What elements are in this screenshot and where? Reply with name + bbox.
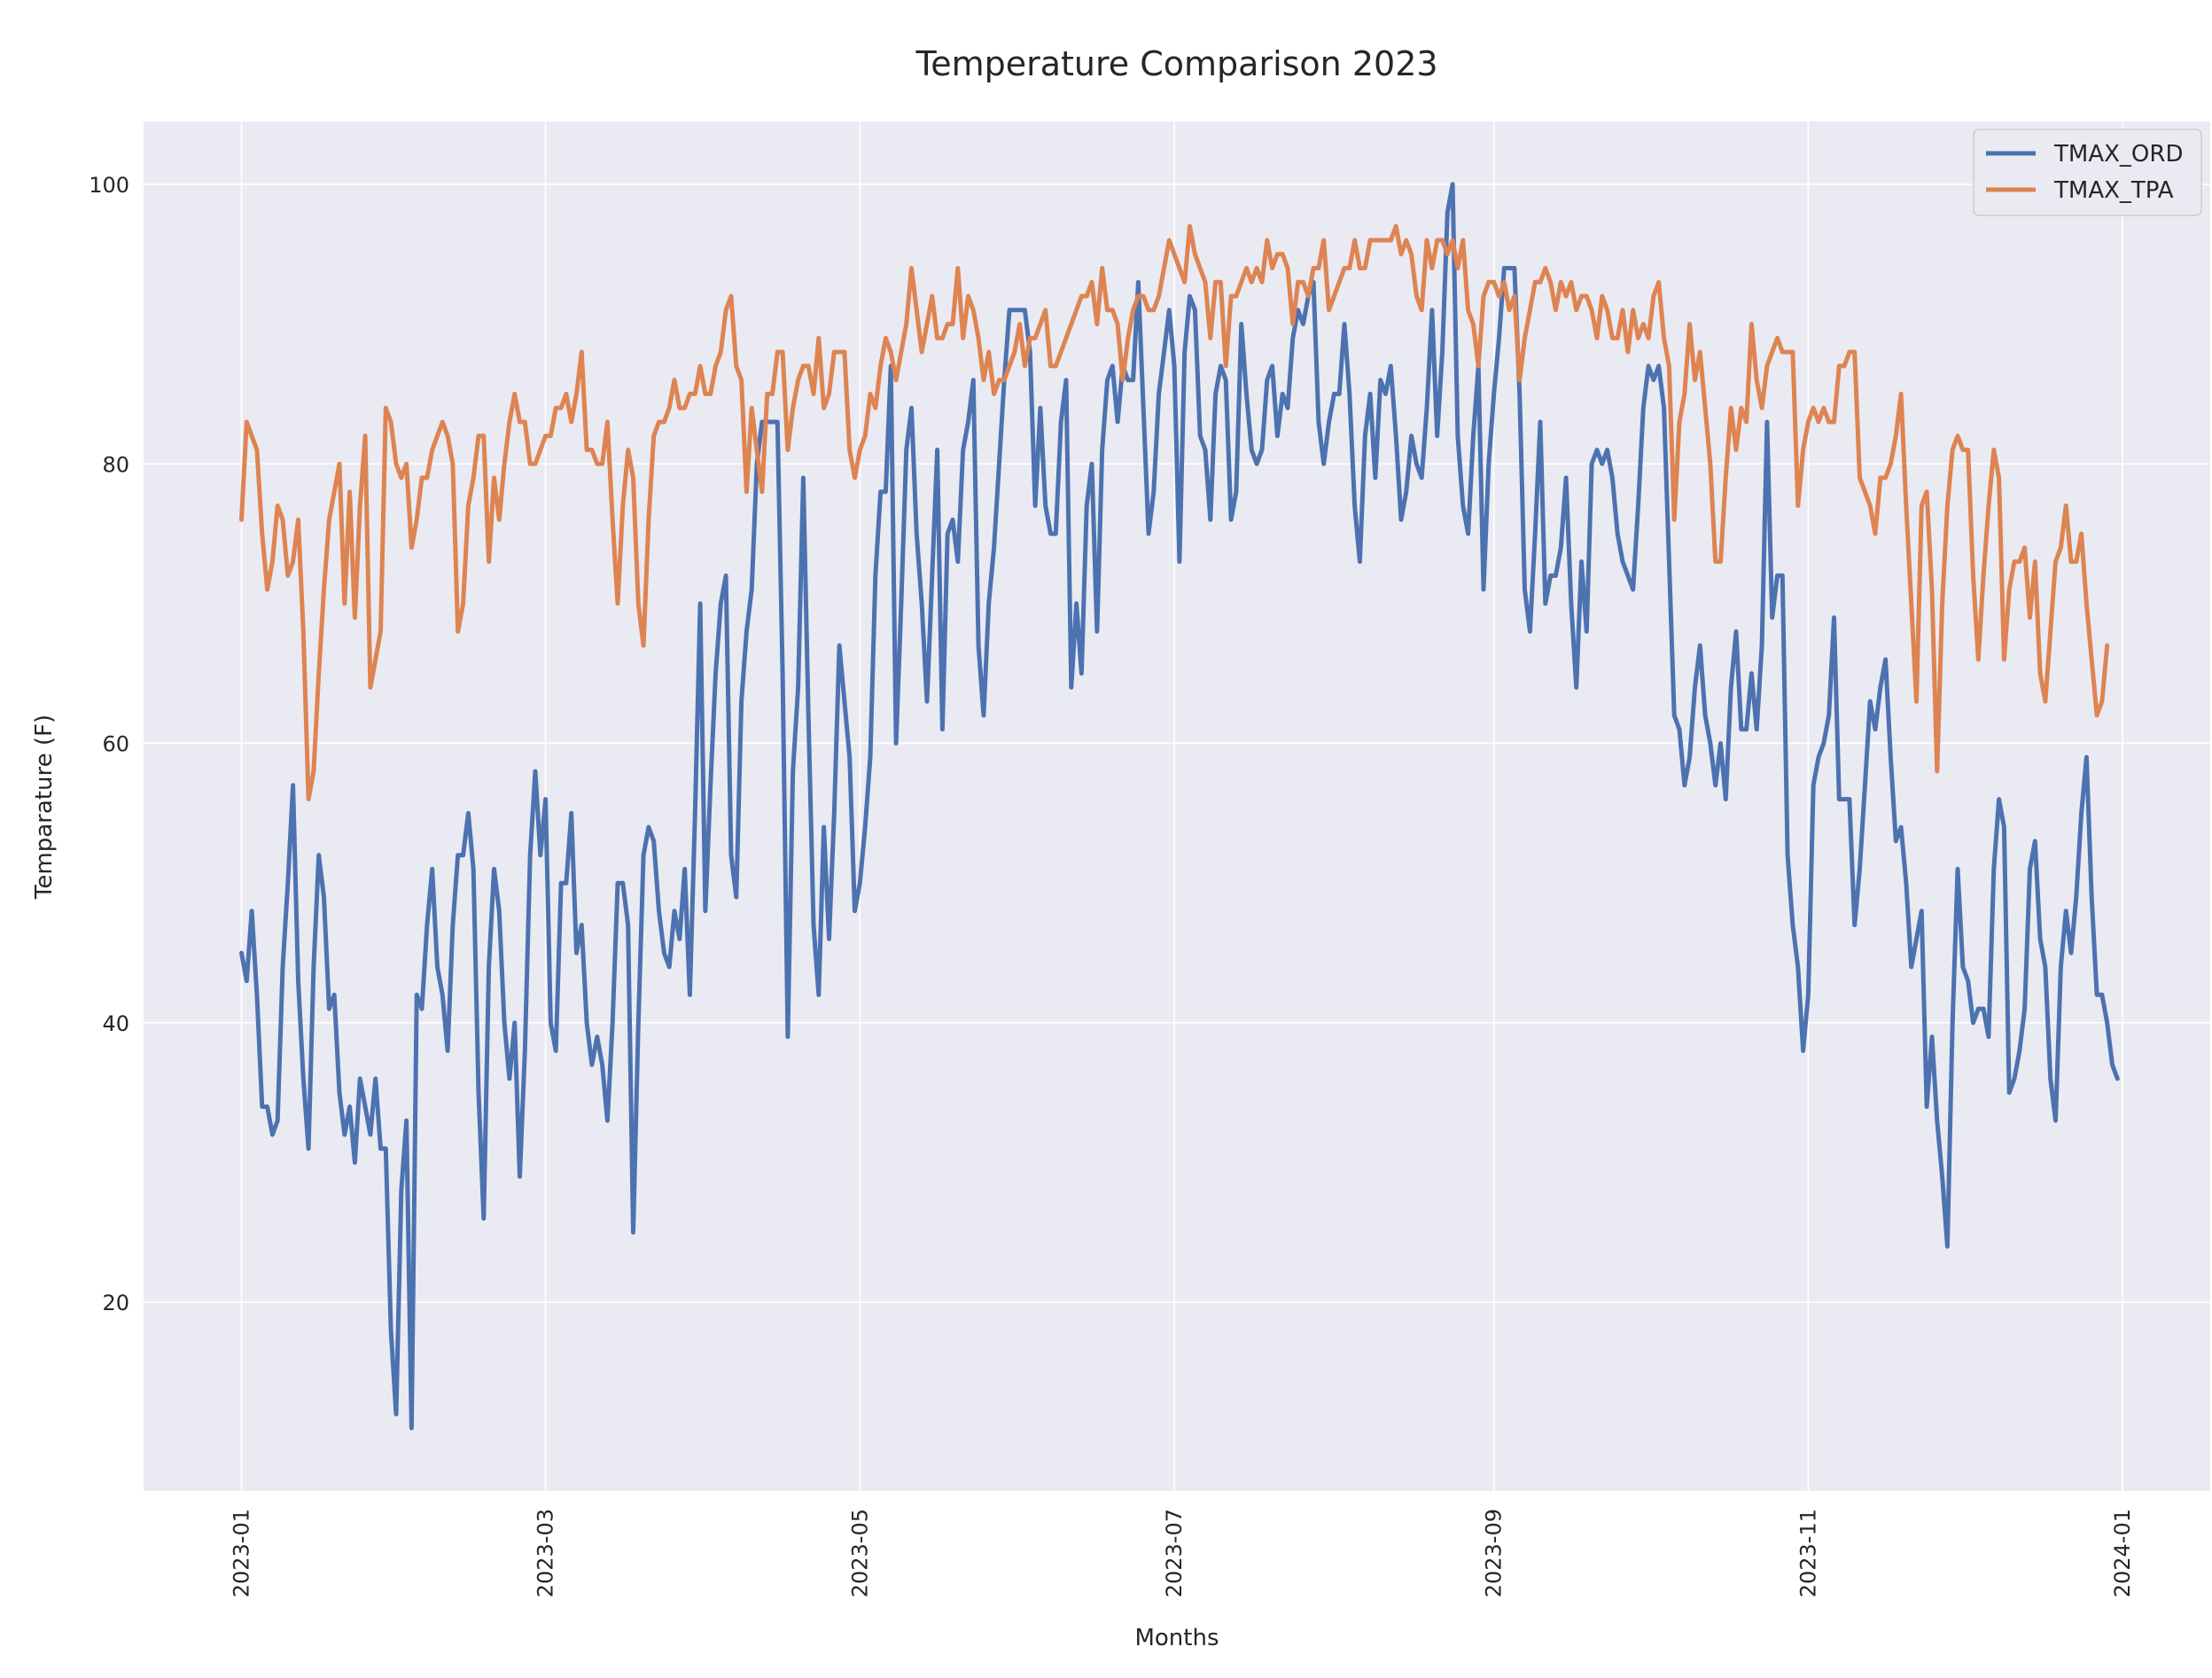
y-tick-label: 100 xyxy=(89,173,129,198)
x-tick-label: 2023-09 xyxy=(1482,1509,1507,1597)
y-tick-label: 80 xyxy=(102,452,129,477)
x-tick-label: 2024-01 xyxy=(2110,1509,2135,1597)
y-axis-label: Temparature (F) xyxy=(31,714,58,900)
x-tick-label: 2023-03 xyxy=(534,1509,558,1597)
legend-label-tmax-tpa: TMAX_TPA xyxy=(2053,177,2174,204)
series-lines xyxy=(239,182,2120,1431)
legend: TMAX_ORD TMAX_TPA xyxy=(1973,129,2202,216)
chart-title: Temperature Comparison 2023 xyxy=(915,44,1437,83)
series-line-tmax-ord xyxy=(239,182,2120,1431)
y-tick-label: 40 xyxy=(102,1011,129,1036)
legend-box xyxy=(1973,129,2202,216)
tick-labels: 2023-01 2023-03 2023-05 2023-07 2023-09 2023-… xyxy=(89,173,2135,1597)
series-line-tmax-tpa xyxy=(239,223,2110,802)
plot-area xyxy=(144,121,2210,1491)
x-tick-label: 2023-01 xyxy=(229,1509,253,1597)
legend-label-tmax-ord: TMAX_ORD xyxy=(2053,141,2183,168)
x-axis-label: Months xyxy=(1134,1625,1219,1651)
y-tick-label: 20 xyxy=(102,1291,129,1315)
x-tick-label: 2023-11 xyxy=(1795,1509,1820,1597)
x-tick-label: 2023-05 xyxy=(847,1509,872,1597)
y-tick-label: 60 xyxy=(102,732,129,757)
x-tick-label: 2023-07 xyxy=(1162,1509,1187,1597)
